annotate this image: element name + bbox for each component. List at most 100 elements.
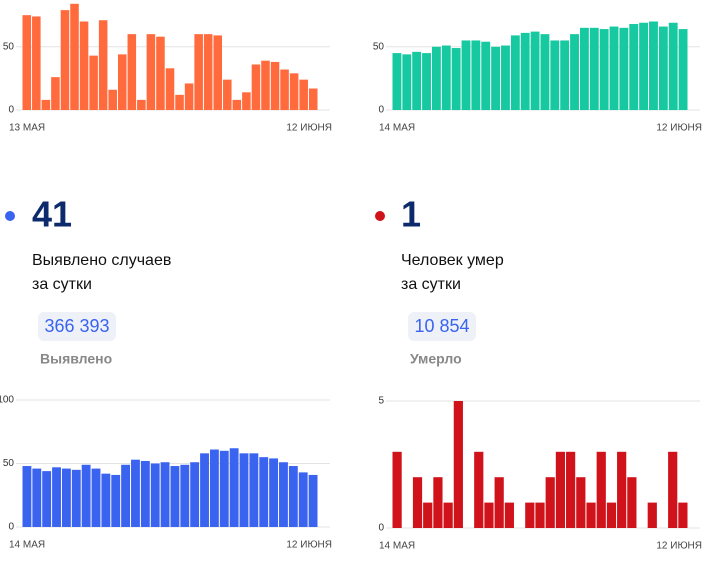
bar <box>308 88 318 110</box>
bar <box>484 502 494 528</box>
x-label: 12 ИЮНЯ <box>286 540 332 551</box>
bar <box>203 34 213 110</box>
bar <box>127 34 137 110</box>
bar <box>392 451 402 528</box>
bar <box>52 467 61 527</box>
y-tick-label: 5 <box>378 396 384 407</box>
bar <box>619 27 629 110</box>
bar <box>422 53 431 110</box>
bar <box>540 34 550 110</box>
bar <box>146 34 156 110</box>
bar <box>242 92 251 110</box>
bar <box>658 26 668 110</box>
bar <box>61 468 71 527</box>
bar <box>239 453 249 527</box>
bar <box>481 41 491 110</box>
x-label: 12 ИЮНЯ <box>656 541 702 552</box>
bar <box>160 462 170 527</box>
y-tick-label: 0 <box>378 105 384 116</box>
bar <box>165 68 175 110</box>
bar <box>140 460 150 527</box>
bar <box>576 477 586 528</box>
bar <box>150 463 160 527</box>
bar <box>649 21 658 110</box>
bar <box>194 34 203 110</box>
bar <box>249 453 259 527</box>
bar <box>520 32 530 110</box>
bar <box>491 46 501 110</box>
y-tick-label: 0 <box>8 105 14 116</box>
bar <box>117 54 127 110</box>
bar <box>639 22 649 110</box>
bar <box>412 477 423 528</box>
bar <box>259 457 269 527</box>
bar <box>270 61 280 110</box>
bar <box>190 462 200 527</box>
bar <box>510 35 520 110</box>
bar <box>627 477 637 528</box>
bar <box>299 79 308 110</box>
bar <box>606 502 617 528</box>
y-tick-label: 50 <box>373 41 385 52</box>
bar <box>200 453 209 527</box>
bar <box>180 464 190 527</box>
bar <box>229 448 239 527</box>
bar <box>32 468 42 527</box>
bar <box>453 401 463 528</box>
bar <box>494 477 504 528</box>
x-label: 14 МАЯ <box>379 123 415 134</box>
bar <box>269 458 279 527</box>
deaths-number: 1 <box>401 194 421 235</box>
bar <box>121 464 131 527</box>
bar <box>298 472 308 527</box>
bar <box>586 502 596 528</box>
x-label: 13 МАЯ <box>9 123 45 134</box>
bar <box>89 55 98 110</box>
x-label: 12 ИЮНЯ <box>656 123 702 134</box>
bar <box>555 451 566 528</box>
bar <box>617 451 627 528</box>
bar <box>668 451 678 528</box>
cases-total: 366 393 <box>44 316 109 336</box>
deaths-total: 10 854 <box>414 316 469 336</box>
bar <box>589 27 599 110</box>
cases-total-label: Выявлено <box>40 351 112 367</box>
bar <box>108 89 117 110</box>
bar <box>579 27 589 110</box>
bar <box>451 48 461 110</box>
bar <box>308 474 318 527</box>
bar <box>441 45 451 110</box>
bar <box>223 79 232 110</box>
bar <box>443 502 453 528</box>
bar <box>530 31 540 111</box>
bar <box>170 466 180 527</box>
bar <box>232 99 242 110</box>
bar <box>175 94 184 110</box>
bar <box>184 83 194 110</box>
bar <box>42 471 52 527</box>
bar <box>41 99 51 110</box>
bar <box>609 26 619 110</box>
bar <box>289 73 299 110</box>
bar <box>261 60 270 110</box>
deaths-total-label: Умерло <box>410 351 462 367</box>
bar <box>279 462 288 527</box>
bar <box>288 466 298 527</box>
bar <box>423 502 433 528</box>
x-label: 12 ИЮНЯ <box>286 123 332 134</box>
bar <box>629 24 639 111</box>
bar <box>392 53 402 110</box>
cases-caption: Выявлено случаев <box>32 252 171 269</box>
bar <box>461 40 471 110</box>
deaths-caption: за сутки <box>401 276 461 293</box>
bar <box>137 99 146 110</box>
bar <box>71 469 81 527</box>
bar <box>433 477 443 528</box>
bar <box>412 51 422 110</box>
bar <box>550 40 560 110</box>
cases-caption: за сутки <box>32 276 92 293</box>
total-pill <box>408 312 476 341</box>
bar <box>535 502 545 528</box>
deaths-caption: Человек умер <box>401 252 504 269</box>
